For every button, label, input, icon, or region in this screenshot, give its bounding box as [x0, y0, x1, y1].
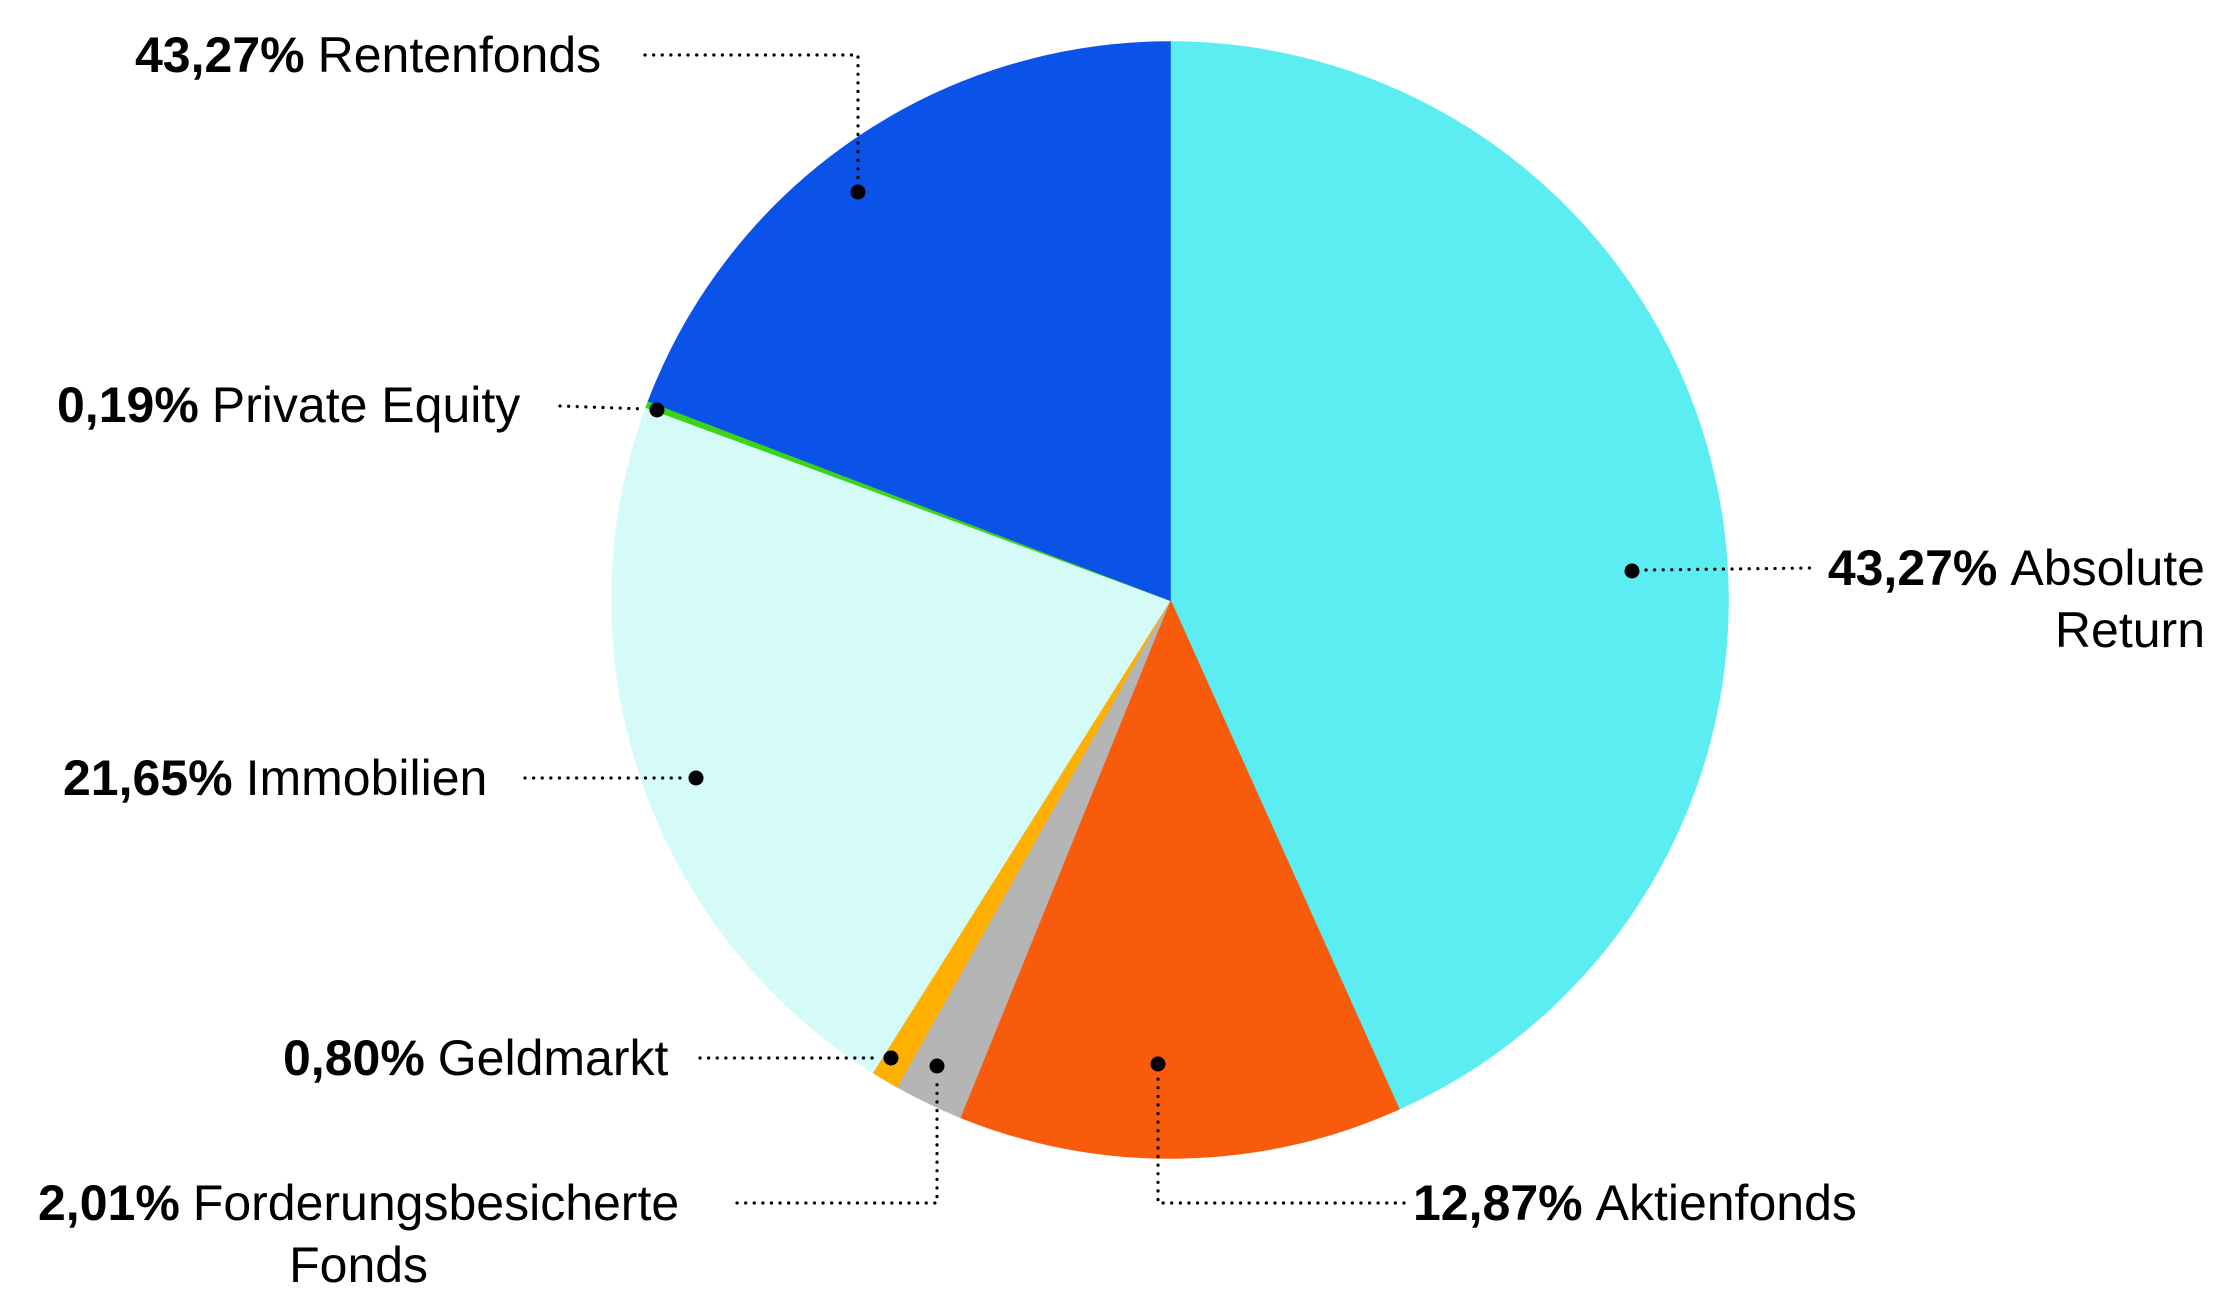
pct-aktienfonds: 12,87% — [1413, 1175, 1583, 1231]
label-absolute-return: 43,27% Absolute Return — [1828, 537, 2205, 661]
anchor-dot-forderungsbesicherte-fonds — [929, 1058, 945, 1074]
name-rentenfonds: Rentenfonds — [317, 27, 602, 83]
label-line1: 2,01% Forderungsbesicherte — [38, 1172, 679, 1234]
name-geldmarkt: Geldmarkt — [437, 1030, 669, 1086]
label-immobilien: 21,65% Immobilien — [63, 747, 487, 809]
name-immobilien: Immobilien — [245, 750, 488, 806]
pie-slice-absolute-return — [1169, 41, 1729, 1110]
label-line2: Return — [2054, 602, 2205, 658]
name-absolute-return: Absolute — [2010, 540, 2205, 596]
name-aktienfonds: Aktienfonds — [1595, 1175, 1857, 1231]
label-line2: Fonds — [289, 1237, 429, 1292]
leader-line-absolute-return — [1644, 566, 1814, 572]
anchor-dot-absolute-return — [1624, 563, 1640, 579]
name-forderungsbesicherte-fonds: Forderungsbesicherte — [192, 1175, 680, 1231]
label-geldmarkt: 0,80% Geldmarkt — [283, 1027, 668, 1089]
label-rentenfonds: 43,27% Rentenfonds — [135, 24, 601, 86]
anchor-dot-private-equity — [649, 402, 665, 418]
pie-slice-immobilien — [611, 406, 1172, 1074]
pct-absolute-return: 43,27% — [1827, 540, 1998, 596]
label-private-equity: 0,19% Private Equity — [57, 374, 520, 436]
pct-immobilien: 21,65% — [63, 750, 233, 806]
anchor-dot-immobilien — [688, 770, 704, 786]
anchor-dot-geldmarkt — [883, 1050, 899, 1066]
pie-slice-aktienfonds — [959, 598, 1400, 1159]
pct-rentenfonds: 43,27% — [135, 27, 305, 83]
anchor-dot-aktienfonds — [1150, 1056, 1166, 1072]
label-forderungsbesicherte-fonds: 2,01% Forderungsbesicherte Fonds — [38, 1172, 679, 1292]
pct-forderungsbesicherte-fonds: 2,01% — [38, 1175, 180, 1231]
pct-geldmarkt: 0,80% — [283, 1030, 425, 1086]
leader-line-private-equity — [558, 404, 647, 411]
name-private-equity: Private Equity — [211, 377, 521, 433]
anchor-dot-rentenfonds — [850, 184, 866, 200]
pct-private-equity: 0,19% — [57, 377, 199, 433]
label-aktienfonds: 12,87% Aktienfonds — [1413, 1172, 1857, 1234]
label-line1: 43,27% Absolute — [1828, 537, 2205, 599]
leader-line-forderungsbesicherte-fonds — [735, 1075, 939, 1205]
pie-slice-rentenfonds — [647, 41, 1171, 602]
